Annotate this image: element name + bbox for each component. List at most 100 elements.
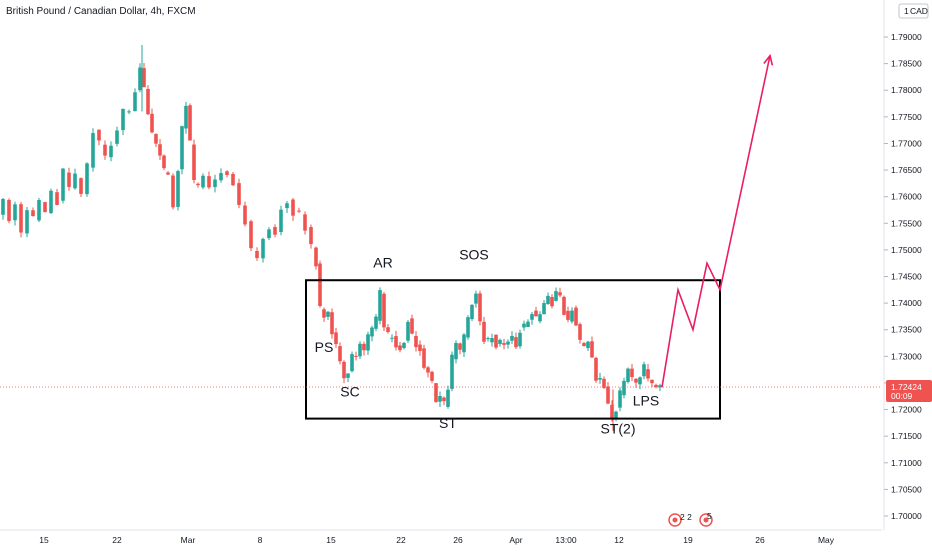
candle	[121, 108, 125, 136]
candle	[192, 139, 196, 184]
candle	[530, 311, 534, 325]
candle	[402, 341, 406, 350]
candle	[231, 171, 235, 186]
candle	[522, 320, 526, 331]
currency-badge-label: CAD	[910, 6, 928, 16]
candle	[518, 329, 522, 349]
candle	[19, 201, 23, 238]
candle	[410, 314, 414, 335]
candle	[358, 341, 362, 359]
y-tick-label: 1.77000	[891, 138, 922, 148]
wyckoff-label: ST	[439, 415, 457, 431]
candle	[354, 351, 358, 361]
x-tick-label: 12	[614, 535, 624, 545]
candle	[626, 367, 630, 384]
currency-badge-prefix: 1	[904, 6, 909, 16]
candle	[297, 207, 301, 213]
candle	[180, 125, 184, 175]
candle	[430, 370, 434, 384]
candle	[414, 331, 418, 352]
candle	[650, 379, 654, 388]
candle	[562, 295, 566, 316]
candle	[482, 316, 486, 345]
candle	[142, 62, 146, 88]
candle	[586, 340, 590, 351]
candle	[61, 168, 65, 204]
trading-range-box[interactable]	[305, 279, 721, 420]
candle	[346, 373, 350, 383]
candle	[309, 224, 313, 249]
symbol-title: British Pound / Canadian Dollar, 4h, FXC…	[6, 6, 196, 17]
candle	[31, 207, 35, 217]
candle	[438, 391, 442, 407]
y-tick-label: 1.70500	[891, 484, 922, 494]
candle	[176, 169, 180, 211]
candle	[606, 382, 610, 405]
candle	[658, 383, 662, 392]
candle	[261, 237, 265, 263]
candle	[237, 178, 241, 209]
candle	[510, 331, 514, 345]
candle	[366, 331, 370, 355]
currency-badge[interactable]: 1 CAD	[898, 3, 929, 19]
y-tick-label: 1.71000	[891, 458, 922, 468]
candle	[150, 108, 154, 134]
current-price-tag	[886, 379, 932, 402]
y-tick-label: 1.73500	[891, 325, 922, 335]
candle	[566, 306, 570, 323]
candle	[426, 365, 430, 378]
candle	[162, 154, 166, 171]
candle	[334, 328, 338, 348]
candle	[279, 205, 283, 236]
candle	[534, 306, 538, 317]
x-tick-label: 26	[755, 535, 765, 545]
candle	[267, 227, 271, 241]
x-tick-label: 13:00	[555, 535, 577, 545]
candle	[630, 363, 634, 382]
wyckoff-label: SOS	[459, 246, 489, 262]
candle	[450, 351, 454, 392]
candle	[370, 325, 374, 342]
candle	[109, 141, 113, 162]
candle	[538, 311, 542, 324]
candle	[498, 338, 502, 347]
candle	[154, 133, 158, 148]
event-badge[interactable]: 5	[699, 511, 713, 527]
wyckoff-label: AR	[373, 254, 392, 270]
projection-path[interactable]	[661, 55, 771, 388]
candle	[207, 171, 211, 190]
x-tick-label: Mar	[181, 535, 196, 545]
candle	[390, 334, 394, 343]
candle	[201, 173, 205, 190]
candle	[618, 387, 622, 412]
candle	[255, 247, 259, 261]
candle	[158, 139, 162, 160]
candle	[466, 315, 470, 340]
candle	[646, 363, 650, 382]
candle	[322, 307, 326, 322]
candle	[196, 182, 200, 188]
x-tick-label: 22	[112, 535, 122, 545]
candle	[394, 330, 398, 351]
candle	[526, 319, 530, 328]
event-badge-label: 2 2	[680, 512, 692, 522]
x-tick-label: 8	[258, 535, 263, 545]
candle	[67, 167, 71, 191]
candle	[590, 336, 594, 358]
candle	[243, 201, 247, 227]
candle	[446, 385, 450, 409]
candle	[97, 129, 101, 146]
candle	[330, 308, 334, 339]
wyckoff-label: LPS	[633, 392, 659, 408]
y-tick-label: 1.75500	[891, 218, 922, 228]
y-tick-label: 1.74000	[891, 298, 922, 308]
event-badge[interactable]: 2 2	[668, 512, 692, 527]
candle	[103, 140, 107, 160]
candle	[326, 311, 330, 320]
candle	[374, 314, 378, 332]
y-tick-label: 1.78000	[891, 85, 922, 95]
wyckoff-label: PS	[315, 339, 334, 355]
candle	[291, 198, 295, 221]
